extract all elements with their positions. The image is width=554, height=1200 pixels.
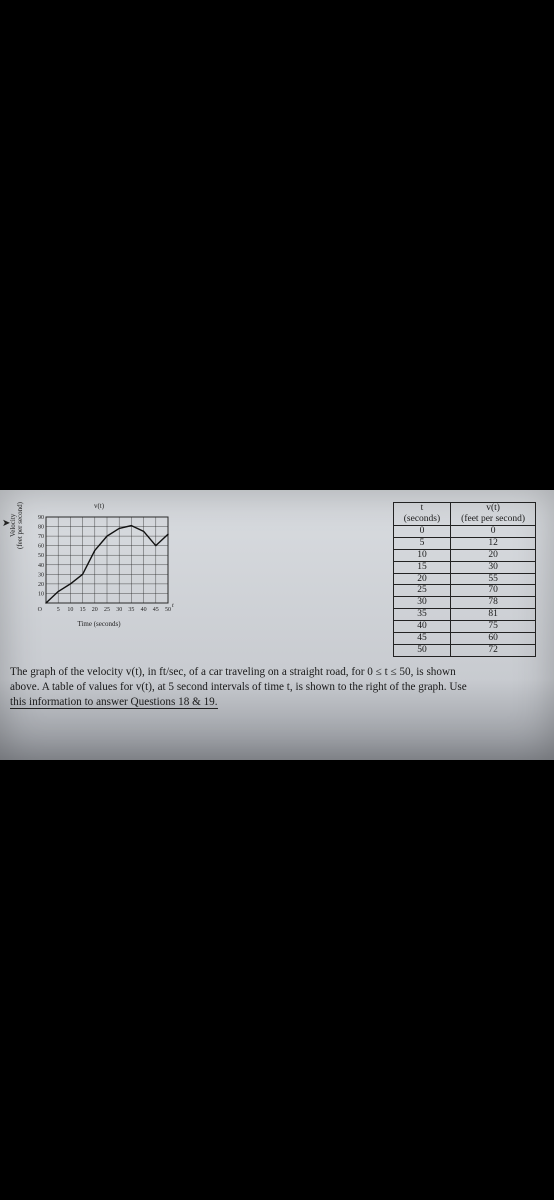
velocity-chart-block: Velocity(feet per second) v(t) 10 20 30 40 5…	[10, 502, 174, 628]
table-cell-v: 55	[451, 573, 536, 585]
velocity-table-block: t(seconds) v(t)(feet per second) 0051210…	[393, 502, 536, 657]
svg-text:15: 15	[80, 607, 86, 613]
table-row: 1530	[393, 561, 535, 573]
table-cell-t: 15	[393, 561, 450, 573]
svg-text:40: 40	[141, 607, 147, 613]
table-cell-v: 20	[451, 549, 536, 561]
svg-text:10: 10	[38, 591, 44, 597]
table-row: 2055	[393, 573, 535, 585]
table-cell-v: 81	[451, 609, 536, 621]
table-cell-t: 35	[393, 609, 450, 621]
table-cell-v: 30	[451, 561, 536, 573]
table-row: 4075	[393, 621, 535, 633]
table-header-v: v(t)(feet per second)	[451, 503, 536, 526]
svg-text:70: 70	[38, 534, 44, 540]
desc-line-3: this information to answer Questions 18 …	[10, 696, 218, 709]
table-cell-v: 78	[451, 597, 536, 609]
table-cell-v: 0	[451, 525, 536, 537]
svg-text:50: 50	[38, 553, 44, 559]
chart-x-label: Time (seconds)	[77, 620, 120, 628]
table-row: 1020	[393, 549, 535, 561]
table-cell-t: 10	[393, 549, 450, 561]
svg-text:45: 45	[153, 607, 159, 613]
table-row: 512	[393, 537, 535, 549]
table-cell-t: 25	[393, 585, 450, 597]
table-cell-t: 40	[393, 621, 450, 633]
table-row: 4560	[393, 633, 535, 645]
table-cell-v: 75	[451, 621, 536, 633]
table-row: 00	[393, 525, 535, 537]
table-cell-t: 20	[393, 573, 450, 585]
svg-text:20: 20	[92, 607, 98, 613]
velocity-chart: 10 20 30 40 50 60 70 80 90 5 10 15 20 25 30 35 40 45 50 Ot	[24, 511, 174, 619]
table-cell-t: 0	[393, 525, 450, 537]
table-row: 5072	[393, 645, 535, 657]
page-region: ➤ Velocity(feet per second) v(t) 1020304…	[0, 490, 554, 760]
table-row: 3581	[393, 609, 535, 621]
svg-text:t: t	[172, 603, 174, 609]
svg-text:30: 30	[38, 572, 44, 578]
figure-row: Velocity(feet per second) v(t) 102030405…	[0, 490, 554, 661]
table-cell-t: 45	[393, 633, 450, 645]
svg-text:90: 90	[38, 515, 44, 521]
chart-top-label: v(t)	[94, 502, 104, 510]
svg-text:80: 80	[38, 525, 44, 531]
svg-text:20: 20	[38, 582, 44, 588]
table-cell-t: 30	[393, 597, 450, 609]
svg-text:60: 60	[38, 544, 44, 550]
svg-text:10: 10	[67, 607, 73, 613]
desc-line-2: above. A table of values for v(t), at 5 …	[10, 681, 467, 693]
table-cell-v: 70	[451, 585, 536, 597]
chart-y-label: Velocity(feet per second)	[10, 502, 24, 569]
table-header-t: t(seconds)	[393, 503, 450, 526]
table-cell-v: 12	[451, 537, 536, 549]
svg-text:O: O	[38, 607, 43, 613]
problem-description: The graph of the velocity v(t), in ft/se…	[0, 661, 554, 712]
svg-text:25: 25	[104, 607, 110, 613]
table-cell-v: 60	[451, 633, 536, 645]
desc-line-1: The graph of the velocity v(t), in ft/se…	[10, 666, 456, 678]
table-cell-t: 5	[393, 537, 450, 549]
chart-inner: v(t) 10 20 30 40 50 60 70 80 90 5 10 15 20 25 30 35 40 45…	[24, 502, 174, 628]
table-row: 3078	[393, 597, 535, 609]
svg-text:5: 5	[57, 607, 60, 613]
table-row: 2570	[393, 585, 535, 597]
svg-text:30: 30	[116, 607, 122, 613]
svg-text:50: 50	[165, 607, 171, 613]
velocity-table: t(seconds) v(t)(feet per second) 0051210…	[393, 502, 536, 657]
table-cell-v: 72	[451, 645, 536, 657]
svg-text:40: 40	[38, 563, 44, 569]
svg-text:35: 35	[128, 607, 134, 613]
table-cell-t: 50	[393, 645, 450, 657]
